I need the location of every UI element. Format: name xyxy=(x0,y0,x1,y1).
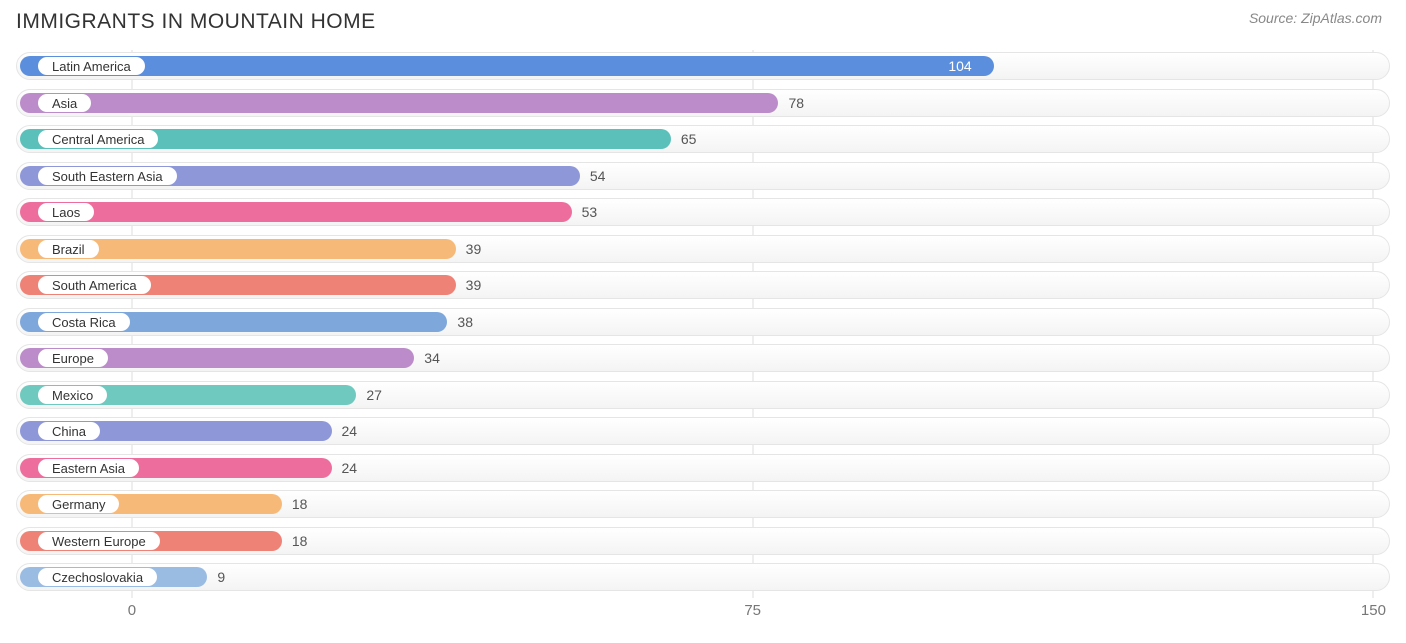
bar-row: Central America 65 xyxy=(16,125,1390,153)
bar-row: Laos 53 xyxy=(16,198,1390,226)
bar-label-pill: Europe xyxy=(37,348,109,368)
bar-label-pill: Germany xyxy=(37,494,120,514)
chart-area: Latin America 104 Asia 78 Central America 65 S… xyxy=(16,52,1390,624)
bar-value: 18 xyxy=(292,528,308,554)
bar-value: 54 xyxy=(590,163,606,189)
bar-label-pill: Mexico xyxy=(37,385,108,405)
axis-tick: 75 xyxy=(744,602,761,619)
bar-value: 9 xyxy=(217,564,225,590)
bar-label-pill: Latin America xyxy=(37,56,146,76)
bar-value: 65 xyxy=(681,126,697,152)
bar-label-pill: Brazil xyxy=(37,239,100,259)
bar xyxy=(20,93,778,113)
bar-value: 24 xyxy=(342,418,358,444)
bar-value: 24 xyxy=(342,455,358,481)
bar-row: Germany 18 xyxy=(16,490,1390,518)
chart-title: IMMIGRANTS IN MOUNTAIN HOME xyxy=(16,10,376,34)
bar-row: South Eastern Asia 54 xyxy=(16,162,1390,190)
bar-label-pill: Laos xyxy=(37,202,95,222)
bar-row: Eastern Asia 24 xyxy=(16,454,1390,482)
bar-row: Europe 34 xyxy=(16,344,1390,372)
bar-value: 38 xyxy=(457,309,473,335)
bar-row: Western Europe 18 xyxy=(16,527,1390,555)
bar-value: 39 xyxy=(466,236,482,262)
bar-label-pill: Western Europe xyxy=(37,531,161,551)
bar-row: China 24 xyxy=(16,417,1390,445)
bar-row: Mexico 27 xyxy=(16,381,1390,409)
bar-value: 34 xyxy=(424,345,440,371)
bar-value: 18 xyxy=(292,491,308,517)
bar xyxy=(20,202,572,222)
bar xyxy=(20,56,994,76)
bar-value: 27 xyxy=(366,382,382,408)
bar-value: 39 xyxy=(466,272,482,298)
bar-row: Asia 78 xyxy=(16,89,1390,117)
bar-label-pill: Eastern Asia xyxy=(37,458,140,478)
x-axis: 0 75 150 xyxy=(16,600,1390,624)
bar-value: 104 xyxy=(948,53,971,79)
bar-row: South America 39 xyxy=(16,271,1390,299)
bar-row: Latin America 104 xyxy=(16,52,1390,80)
bar-label-pill: Asia xyxy=(37,93,92,113)
bar-label-pill: South America xyxy=(37,275,152,295)
bar-row: Czechoslovakia 9 xyxy=(16,563,1390,591)
bar-value: 78 xyxy=(788,90,804,116)
bar-label-pill: Czechoslovakia xyxy=(37,567,158,587)
bar-row: Brazil 39 xyxy=(16,235,1390,263)
bar-label-pill: China xyxy=(37,421,101,441)
bar-row: Costa Rica 38 xyxy=(16,308,1390,336)
axis-tick: 0 xyxy=(128,602,136,619)
header: IMMIGRANTS IN MOUNTAIN HOME Source: ZipA… xyxy=(16,10,1390,34)
source-attribution: Source: ZipAtlas.com xyxy=(1249,10,1390,26)
bar-value: 53 xyxy=(582,199,598,225)
bar-label-pill: Central America xyxy=(37,129,159,149)
bar-label-pill: Costa Rica xyxy=(37,312,131,332)
bar-label-pill: South Eastern Asia xyxy=(37,166,178,186)
axis-tick: 150 xyxy=(1361,602,1386,619)
